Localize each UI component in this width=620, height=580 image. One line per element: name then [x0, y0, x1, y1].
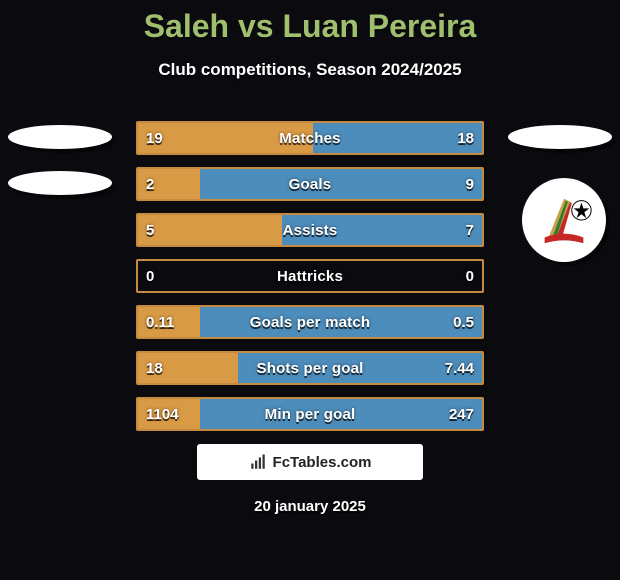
- stat-bar-right: [238, 353, 482, 383]
- stat-bar-left: [138, 123, 313, 153]
- stat-row: Matches1918: [136, 121, 484, 155]
- brand-logo-icon: [249, 453, 267, 471]
- club-badge-icon: [533, 189, 595, 251]
- brand-card: FcTables.com: [197, 444, 423, 480]
- player2-name: Luan Pereira: [282, 8, 476, 44]
- stat-row: Shots per goal187.44: [136, 351, 484, 385]
- stat-bar-left: [138, 169, 200, 199]
- stat-bar-left: [138, 353, 238, 383]
- player1-name: Saleh: [144, 8, 229, 44]
- player2-club-badge: [522, 178, 606, 262]
- player2-avatar-placeholder: [500, 125, 620, 149]
- stat-row: Goals per match0.110.5: [136, 305, 484, 339]
- vs-label: vs: [238, 8, 274, 44]
- stat-bar-right: [200, 399, 482, 429]
- stat-label: Hattricks: [138, 261, 482, 291]
- generated-date: 20 january 2025: [0, 498, 620, 515]
- title: Saleh vs Luan Pereira: [0, 8, 620, 45]
- stat-row: Assists57: [136, 213, 484, 247]
- stat-value-right: 0: [466, 261, 474, 291]
- stats-table: Matches1918 Goals29 Assists57 Hattricks0 0 Go…: [136, 121, 484, 431]
- avatar-ellipse: [8, 125, 112, 149]
- stat-bar-left: [138, 307, 200, 337]
- avatar-ellipse: [508, 125, 612, 149]
- comparison-infographic: Saleh vs Luan Pereira Club competitions,…: [0, 0, 620, 580]
- player1-avatar-placeholder: [0, 125, 120, 195]
- stat-row: Goals29: [136, 167, 484, 201]
- stat-value-left: 0: [146, 261, 154, 291]
- stat-bar-right: [200, 307, 482, 337]
- avatar-ellipse: [8, 171, 112, 195]
- stat-row: Min per goal1104247: [136, 397, 484, 431]
- stat-bar-right: [313, 123, 482, 153]
- stat-bar-left: [138, 399, 200, 429]
- stat-bar-right: [200, 169, 482, 199]
- stat-row: Hattricks0 0: [136, 259, 484, 293]
- subtitle: Club competitions, Season 2024/2025: [0, 60, 620, 80]
- brand-text: FcTables.com: [273, 454, 372, 471]
- stat-bar-left: [138, 215, 282, 245]
- stat-bar-right: [282, 215, 482, 245]
